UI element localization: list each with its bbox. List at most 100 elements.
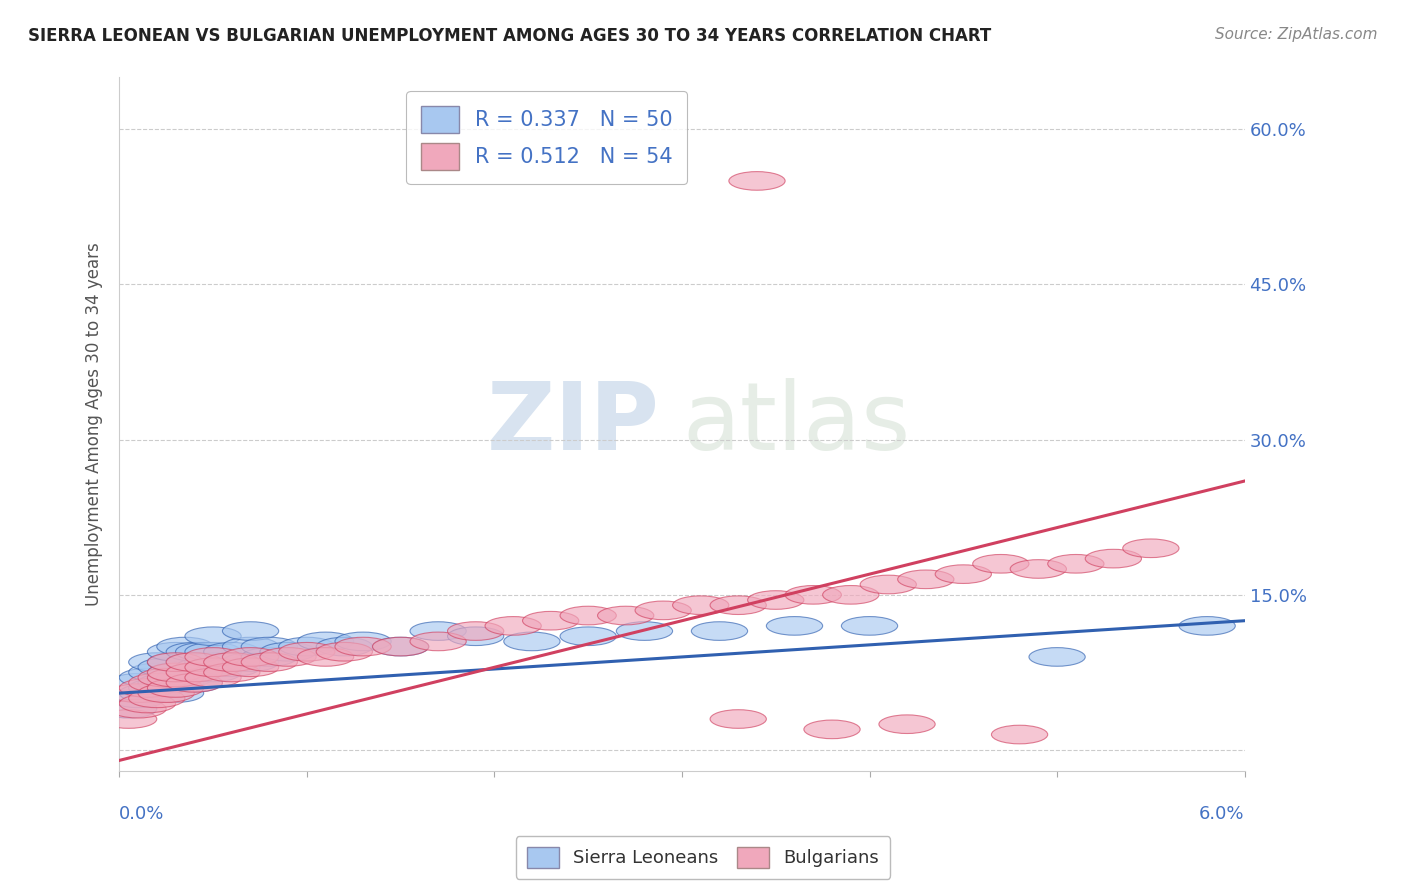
Text: 0.0%: 0.0% [120,805,165,823]
Ellipse shape [1085,549,1142,568]
Ellipse shape [120,694,176,713]
Ellipse shape [260,642,316,661]
Ellipse shape [1180,616,1236,635]
Ellipse shape [204,663,260,681]
Ellipse shape [129,653,186,672]
Ellipse shape [138,684,194,703]
Ellipse shape [129,689,186,707]
Ellipse shape [242,648,298,666]
Ellipse shape [120,668,176,687]
Ellipse shape [222,653,278,672]
Ellipse shape [222,648,278,666]
Ellipse shape [166,673,222,692]
Ellipse shape [120,684,176,703]
Ellipse shape [110,673,166,692]
Ellipse shape [447,627,503,646]
Ellipse shape [166,663,222,681]
Ellipse shape [447,622,503,640]
Ellipse shape [166,653,222,672]
Ellipse shape [991,725,1047,744]
Ellipse shape [560,607,616,625]
Ellipse shape [298,632,354,651]
Text: atlas: atlas [682,378,910,470]
Ellipse shape [973,555,1029,574]
Ellipse shape [860,575,917,594]
Ellipse shape [766,616,823,635]
Ellipse shape [748,591,804,609]
Ellipse shape [148,673,204,692]
Ellipse shape [335,637,391,656]
Ellipse shape [222,658,278,677]
Ellipse shape [148,653,204,672]
Ellipse shape [897,570,953,589]
Text: SIERRA LEONEAN VS BULGARIAN UNEMPLOYMENT AMONG AGES 30 TO 34 YEARS CORRELATION C: SIERRA LEONEAN VS BULGARIAN UNEMPLOYMENT… [28,27,991,45]
Ellipse shape [148,679,204,698]
Ellipse shape [242,653,298,672]
Ellipse shape [186,653,242,672]
Ellipse shape [373,637,429,656]
Ellipse shape [728,171,785,190]
Ellipse shape [616,622,672,640]
Ellipse shape [186,648,242,666]
Legend: R = 0.337   N = 50, R = 0.512   N = 54: R = 0.337 N = 50, R = 0.512 N = 54 [406,91,688,185]
Ellipse shape [278,642,335,661]
Ellipse shape [411,622,467,640]
Ellipse shape [100,710,157,729]
Ellipse shape [176,642,232,661]
Ellipse shape [823,585,879,604]
Ellipse shape [186,627,242,646]
Ellipse shape [411,632,467,651]
Ellipse shape [166,673,222,692]
Ellipse shape [129,679,186,698]
Ellipse shape [148,653,204,672]
Ellipse shape [166,653,222,672]
Ellipse shape [879,714,935,733]
Ellipse shape [841,616,897,635]
Ellipse shape [204,642,260,661]
Ellipse shape [692,622,748,640]
Ellipse shape [636,601,692,620]
Ellipse shape [110,699,166,718]
Ellipse shape [204,658,260,677]
Ellipse shape [138,658,194,677]
Ellipse shape [503,632,560,651]
Ellipse shape [186,642,242,661]
Ellipse shape [242,637,298,656]
Text: ZIP: ZIP [486,378,659,470]
Ellipse shape [138,668,194,687]
Ellipse shape [1010,559,1067,578]
Ellipse shape [186,658,242,677]
Ellipse shape [148,663,204,681]
Ellipse shape [129,663,186,681]
Ellipse shape [935,565,991,583]
Ellipse shape [316,637,373,656]
Ellipse shape [186,663,242,681]
Ellipse shape [166,642,222,661]
Ellipse shape [523,611,579,630]
Ellipse shape [222,637,278,656]
Ellipse shape [1029,648,1085,666]
Ellipse shape [204,653,260,672]
Ellipse shape [804,720,860,739]
Ellipse shape [710,710,766,729]
Ellipse shape [110,684,166,703]
Ellipse shape [373,637,429,656]
Ellipse shape [672,596,728,615]
Ellipse shape [785,585,841,604]
Ellipse shape [598,607,654,625]
Ellipse shape [1123,539,1180,558]
Ellipse shape [157,637,214,656]
Ellipse shape [148,668,204,687]
Legend: Sierra Leoneans, Bulgarians: Sierra Leoneans, Bulgarians [516,836,890,879]
Ellipse shape [560,627,616,646]
Ellipse shape [157,668,214,687]
Ellipse shape [148,663,204,681]
Ellipse shape [260,648,316,666]
Ellipse shape [1047,555,1104,574]
Ellipse shape [298,648,354,666]
Y-axis label: Unemployment Among Ages 30 to 34 years: Unemployment Among Ages 30 to 34 years [86,243,103,606]
Ellipse shape [485,616,541,635]
Ellipse shape [335,632,391,651]
Ellipse shape [222,622,278,640]
Ellipse shape [316,642,373,661]
